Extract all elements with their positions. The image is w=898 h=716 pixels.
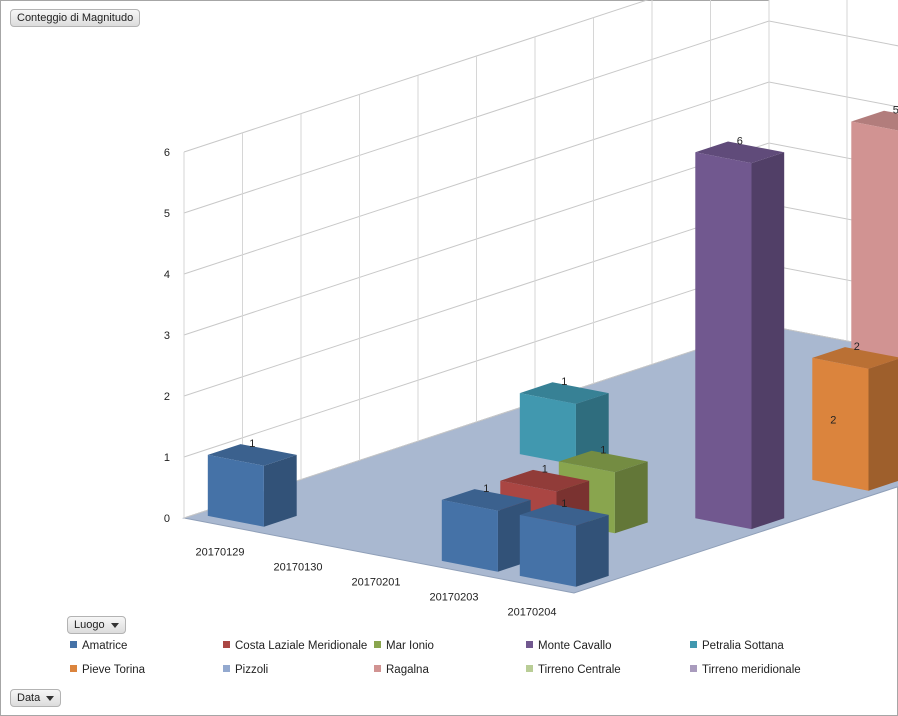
y-tick-label: 3 [164, 330, 170, 342]
legend-item: Petralia Sottana [690, 640, 784, 652]
gridline [183, 0, 649, 153]
y-tick-label: 2 [164, 391, 170, 403]
chevron-down-icon [46, 695, 55, 701]
legend-label: Pieve Torina [82, 664, 146, 676]
y-tick-label: 6 [164, 147, 170, 159]
chevron-down-icon [110, 622, 119, 628]
legend-swatch [70, 665, 77, 673]
legend-swatch [526, 665, 533, 673]
legend-label: Tirreno Centrale [538, 664, 621, 676]
bar-amatrice-20170129[interactable] [207, 444, 297, 527]
legend-swatch [374, 665, 381, 673]
category-field-label: Data [17, 692, 41, 704]
legend-label: Costa Laziale Meridionale [235, 640, 368, 652]
y-tick-label: 1 [164, 452, 170, 464]
bar-pieve-torina-20170204[interactable] [812, 347, 898, 491]
legend-swatch [374, 641, 381, 649]
bar-amatrice-20170204[interactable] [519, 504, 609, 587]
data-label: 1 [483, 483, 489, 495]
legend-swatch [223, 665, 230, 673]
bar-amatrice-20170203[interactable] [441, 489, 531, 572]
legend-swatch [690, 665, 697, 673]
legend-item: Costa Laziale Meridionale [223, 640, 367, 652]
series-field-label: Luogo [74, 619, 105, 631]
y-tick-label: 0 [164, 513, 170, 525]
data-label: 1 [561, 498, 567, 510]
x-tick-label: 20170203 [430, 592, 479, 604]
legend-label: Monte Cavallo [538, 640, 612, 652]
legend-item: Mar Ionio [374, 640, 434, 652]
values-field-label: Conteggio di Magnitudo [17, 12, 134, 24]
values-field-button[interactable]: Conteggio di Magnitudo [10, 9, 141, 27]
legend-swatch [690, 641, 697, 649]
legend-swatch [526, 641, 533, 649]
legend-item: Pizzoli [223, 664, 268, 676]
legend-swatch [223, 641, 230, 649]
bar-monte-cavallo-20170204[interactable] [695, 141, 785, 530]
legend-item: Ragalna [374, 664, 429, 676]
x-tick-label: 20170129 [196, 547, 245, 559]
x-tick-label: 20170130 [274, 562, 323, 574]
data-label: 1 [249, 438, 255, 450]
data-label: 2 [854, 341, 860, 353]
data-label: 1 [542, 464, 548, 476]
data-label: 1 [600, 445, 606, 457]
data-label: 6 [737, 135, 743, 147]
x-tick-label: 20170204 [508, 607, 557, 619]
category-field-button[interactable]: Data [10, 689, 62, 707]
x-tick-label: 20170201 [352, 577, 401, 589]
legend-label: Mar Ionio [386, 640, 434, 652]
legend-label: Amatrice [82, 640, 128, 652]
legend-label: Pizzoli [235, 664, 269, 676]
legend-label: Tirreno meridionale [702, 664, 801, 676]
legend-swatch [70, 641, 77, 649]
data-label: 2 [830, 415, 836, 427]
legend-label: Petralia Sottana [702, 640, 784, 652]
legend-item: Tirreno Centrale [526, 664, 621, 676]
bar-petralia-sottana-20170130[interactable] [519, 382, 609, 465]
legend-item: Pieve Torina [70, 664, 145, 676]
series-field-button[interactable]: Luogo [67, 616, 126, 634]
legend-item: Amatrice [70, 640, 127, 652]
y-tick-label: 5 [164, 208, 170, 220]
legend-item: Monte Cavallo [526, 640, 612, 652]
legend-item: Tirreno meridionale [690, 664, 801, 676]
legend-label: Ragalna [386, 664, 429, 676]
y-tick-label: 4 [164, 269, 170, 281]
data-label: 5 [893, 105, 898, 117]
data-label: 1 [561, 376, 567, 388]
